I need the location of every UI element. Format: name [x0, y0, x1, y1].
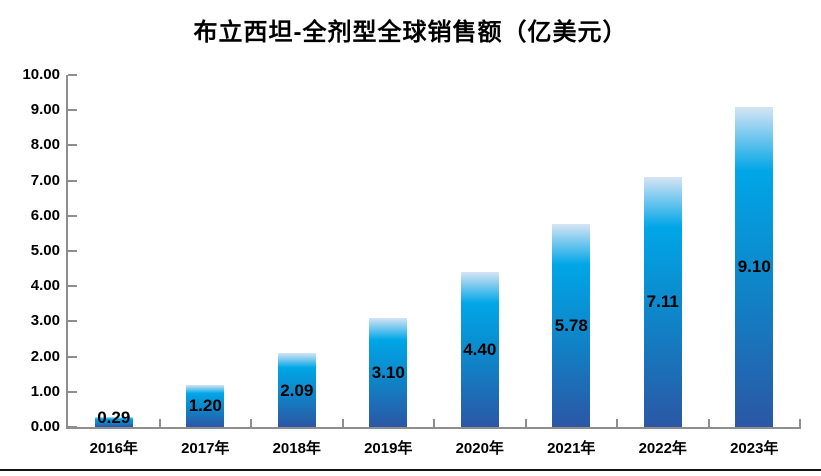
- y-axis-tick: [68, 285, 77, 288]
- x-axis-tick: [250, 419, 252, 427]
- bar-value-label: 1.20: [188, 396, 222, 416]
- bar: [186, 384, 225, 427]
- chart-title: 布立西坦-全剂型全球销售额（亿美元）: [193, 19, 628, 46]
- y-tick-label: 7.00: [30, 171, 60, 189]
- bar: [552, 223, 591, 427]
- y-tick-label: 0.00: [30, 418, 60, 435]
- y-axis-tick: [68, 214, 77, 217]
- y-axis-tick: [68, 355, 77, 358]
- bar-value-label: 9.10: [737, 257, 771, 277]
- bottom-border-line: [0, 469, 821, 471]
- y-axis-tick: [68, 74, 77, 76]
- x-axis-tick: [799, 419, 801, 427]
- x-category-label: 2023年: [730, 440, 779, 457]
- y-tick-label: 8.00: [30, 136, 60, 154]
- y-tick-label: 2.00: [30, 347, 60, 365]
- x-category-label: 2016年: [89, 440, 138, 457]
- bar-value-label: 4.40: [463, 340, 497, 360]
- y-tick-label: 1.00: [30, 382, 60, 400]
- x-category-label: 2017年: [181, 440, 230, 457]
- x-category-label: 2018年: [272, 440, 321, 457]
- x-category-label: 2019年: [364, 440, 413, 457]
- y-tick-label: 9.00: [30, 101, 60, 119]
- y-tick-label: 6.00: [30, 206, 60, 224]
- bar: [460, 272, 499, 427]
- bar-value-label: 7.11: [646, 292, 679, 312]
- y-axis-tick: [68, 250, 77, 252]
- bar-value-label: 0.29: [97, 408, 131, 427]
- x-axis-tick: [158, 419, 161, 427]
- x-axis-tick: [524, 419, 527, 427]
- x-axis-tick: [341, 419, 344, 427]
- x-axis-tick: [707, 419, 710, 427]
- x-category-label: 2022年: [638, 440, 687, 457]
- x-axis-tick: [616, 419, 618, 427]
- y-axis-tick: [68, 144, 77, 147]
- y-axis-tick: [68, 109, 77, 112]
- plot-area: 0.29 1.20 2.09 3.10 4.40 5.78 7.11 9.10: [66, 74, 801, 429]
- x-axis-line: [66, 427, 801, 429]
- y-axis-line: [66, 75, 68, 429]
- y-tick-label: 3.00: [30, 312, 60, 330]
- y-axis-tick: [68, 390, 77, 393]
- y-tick-label: 4.00: [30, 277, 60, 295]
- x-axis-tick: [433, 419, 435, 427]
- bar-value-label: 5.78: [554, 315, 588, 335]
- x-category-label: 2020年: [455, 440, 504, 457]
- bar: [277, 353, 316, 427]
- bar: [643, 176, 682, 427]
- bar: [735, 106, 774, 427]
- x-category-label: 2021年: [547, 440, 596, 457]
- y-tick-label: 10.00: [22, 66, 60, 83]
- bar-value-label: 2.09: [280, 380, 314, 400]
- bar-value-label: 3.10: [371, 362, 405, 382]
- y-axis-tick: [68, 426, 77, 428]
- y-axis-tick: [68, 179, 77, 182]
- bar: [94, 416, 133, 427]
- y-tick-label: 5.00: [30, 242, 60, 259]
- bar: [369, 317, 408, 427]
- y-axis-tick: [68, 320, 77, 323]
